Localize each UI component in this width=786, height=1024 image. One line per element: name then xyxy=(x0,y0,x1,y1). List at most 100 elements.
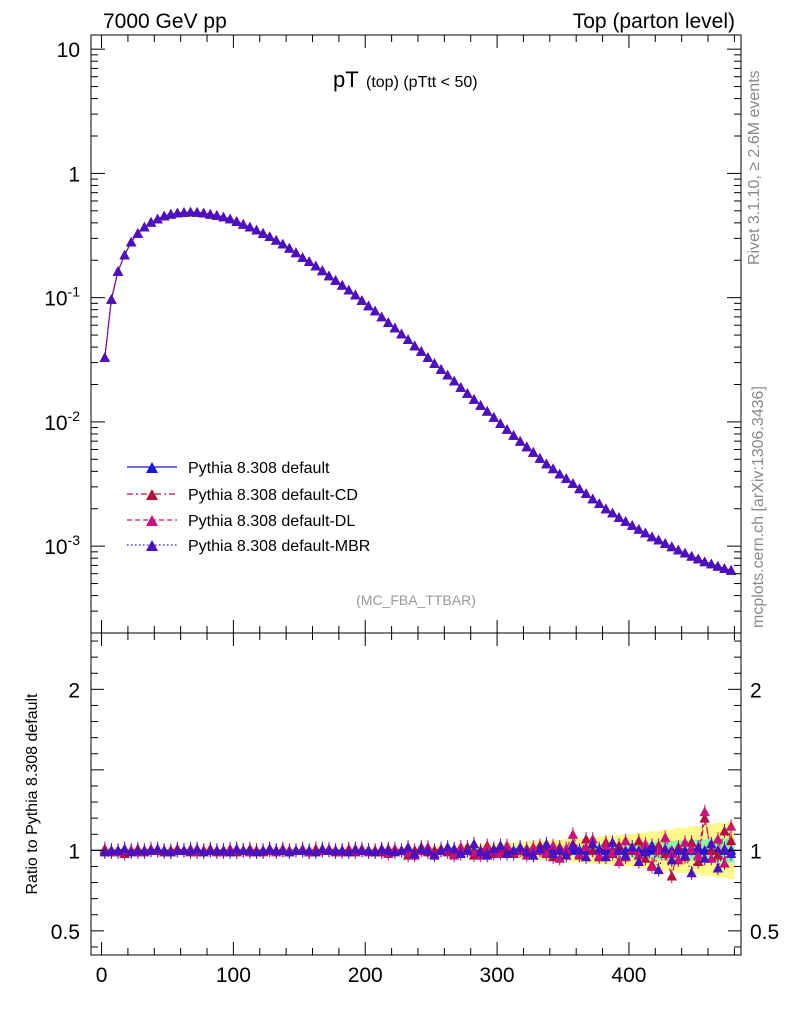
ratio-marker-mbr xyxy=(594,843,605,854)
x-tick-label: 0 xyxy=(96,964,108,987)
ratio-marker-mbr xyxy=(660,843,671,854)
ratio-marker-mbr xyxy=(277,845,288,855)
main-marker-mbr xyxy=(224,213,236,224)
ratio-marker-mbr xyxy=(468,838,480,849)
main-marker-mbr xyxy=(376,311,387,322)
main-marker-mbr xyxy=(561,473,572,483)
legend-label-default: Pythia 8.308 default xyxy=(188,460,330,477)
mcplots-reference-label: mcplots.cern.ch [arXiv:1306.3436] xyxy=(750,386,767,628)
ratio-marker-mbr xyxy=(435,845,447,855)
ratio-marker-cd xyxy=(580,833,592,844)
ratio-marker-mbr xyxy=(132,845,143,855)
main-marker-mbr xyxy=(350,289,361,300)
main-marker-mbr xyxy=(449,375,460,386)
plot-title-main: pT xyxy=(333,67,359,92)
ratio-marker-mbr xyxy=(567,840,579,850)
main-marker-mbr xyxy=(310,260,321,271)
axes-ticks: 0 100 200 300 400 10 1 10-1 10-2 10-3 2 2 1 1 0.5 0.5 xyxy=(44,35,779,987)
main-marker-mbr xyxy=(679,547,691,558)
ratio-marker-cd xyxy=(719,825,730,836)
main-marker-mbr xyxy=(521,441,532,452)
header-left: 7000 GeV pp xyxy=(103,10,227,33)
main-marker-mbr xyxy=(396,328,407,339)
main-marker-mbr xyxy=(284,243,295,253)
x-tick-label: 100 xyxy=(216,964,251,987)
main-marker-mbr xyxy=(613,512,625,522)
ratio-marker-mbr xyxy=(541,838,552,849)
ratio-marker-mbr xyxy=(515,841,526,852)
ratio-marker-mbr xyxy=(317,843,328,854)
main-marker-mbr xyxy=(666,541,677,552)
ratio-marker-mbr xyxy=(350,843,361,854)
x-tick-label: 400 xyxy=(611,964,646,987)
main-marker-mbr xyxy=(139,221,150,232)
ratio-marker-mbr xyxy=(495,840,506,850)
main-marker-mbr xyxy=(277,238,288,249)
ratio-marker-mbr xyxy=(600,851,612,862)
ratio-marker-mbr xyxy=(191,843,203,854)
ratio-marker-mbr xyxy=(686,867,697,878)
ratio-marker-mbr xyxy=(587,838,598,849)
main-marker-mbr xyxy=(594,498,605,508)
legend-marker-default xyxy=(146,462,158,473)
main-marker-mbr xyxy=(554,468,565,479)
main-marker-mbr xyxy=(495,418,506,428)
ratio-marker-mbr xyxy=(613,845,625,855)
main-marker-mbr xyxy=(290,247,302,258)
ratio-marker-mbr xyxy=(706,838,717,849)
ratio-marker-mbr xyxy=(508,845,519,855)
ratio-marker-mbr xyxy=(528,850,539,860)
ratio-marker-dl xyxy=(554,853,565,863)
main-marker-mbr xyxy=(205,208,216,219)
ratio-marker-dl xyxy=(660,832,671,842)
main-marker-mbr xyxy=(369,305,381,316)
legend-marker-cd xyxy=(146,489,158,500)
rivet-version-label: Rivet 3.1.10, ≥ 2.6M events xyxy=(746,70,763,265)
main-marker-mbr xyxy=(633,524,644,534)
ratio-marker-mbr xyxy=(139,845,150,855)
ratio-marker-dl xyxy=(620,835,631,846)
main-marker-mbr xyxy=(119,249,130,260)
ratio-marker-mbr xyxy=(224,846,236,857)
ratio-marker-mbr xyxy=(106,845,117,855)
ratio-marker-mbr xyxy=(547,848,559,858)
main-marker-mbr xyxy=(251,224,262,235)
main-marker-mbr xyxy=(264,231,275,241)
main-marker-mbr xyxy=(363,300,374,311)
main-marker-mbr xyxy=(429,358,440,368)
main-marker-mbr xyxy=(673,544,684,555)
main-marker-mbr xyxy=(238,219,249,229)
ratio-marker-mbr xyxy=(693,841,704,852)
main-marker-mbr xyxy=(297,252,308,262)
ratio-marker-mbr xyxy=(620,850,631,860)
main-marker-mbr xyxy=(317,265,328,276)
ratio-marker-dl xyxy=(646,861,658,871)
ratio-marker-mbr xyxy=(653,864,664,875)
legend-entry-mbr: Pythia 8.308 default-MBR xyxy=(127,538,370,555)
ratio-marker-mbr xyxy=(501,848,513,858)
ratio-marker-mbr xyxy=(673,845,684,855)
ratio-marker-default xyxy=(699,845,710,855)
main-marker-mbr xyxy=(600,503,612,514)
ratio-marker-mbr xyxy=(304,845,315,855)
main-marker-mbr xyxy=(501,424,513,434)
ratio-marker-mbr xyxy=(475,846,486,857)
ratio-marker-dl xyxy=(495,848,506,858)
main-marker-mbr xyxy=(547,463,559,474)
main-marker-mbr xyxy=(402,334,414,344)
main-marker-mbr xyxy=(646,531,658,542)
y-tick-label: 1 xyxy=(68,163,80,186)
ratio-y-tick-label-right: 0.5 xyxy=(750,921,779,944)
ratio-marker-mbr xyxy=(119,843,130,854)
ratio-marker-mbr xyxy=(488,843,499,854)
main-marker-mbr xyxy=(106,294,117,304)
main-marker-mbr xyxy=(99,352,110,362)
ratio-marker-mbr xyxy=(534,843,546,854)
ratio-marker-mbr xyxy=(330,845,341,855)
ratio-marker-mbr xyxy=(396,845,407,855)
ratio-marker-mbr xyxy=(442,841,453,852)
ratio-marker-mbr xyxy=(719,843,730,854)
legend-label-mbr: Pythia 8.308 default-MBR xyxy=(188,538,370,555)
main-marker-mbr xyxy=(508,430,519,440)
legend-label-cd: Pythia 8.308 default-CD xyxy=(188,487,358,504)
